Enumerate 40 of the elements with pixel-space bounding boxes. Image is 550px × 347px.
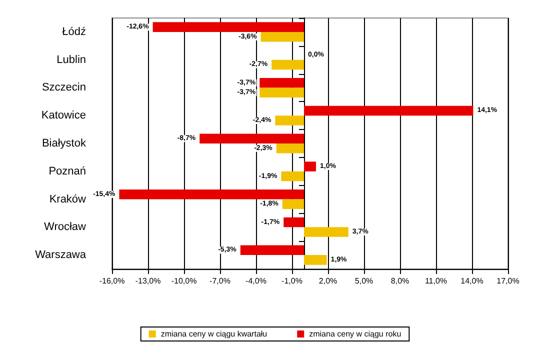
x-tick-label: -10,0% xyxy=(171,276,197,286)
x-tick-label: 2,0% xyxy=(318,276,338,286)
y-tick-label: Białystok xyxy=(42,138,86,150)
bar xyxy=(275,116,304,126)
bar xyxy=(282,199,304,210)
bar xyxy=(304,162,316,172)
x-tick-label: 11,0% xyxy=(424,276,448,286)
x-tick-label: -7,0% xyxy=(210,276,230,286)
bar xyxy=(304,227,348,237)
bar xyxy=(260,32,304,42)
x-tick-label: -4,0% xyxy=(246,276,266,286)
y-tick-label: Wrocław xyxy=(44,221,86,234)
x-tick-label: 17,0% xyxy=(496,276,520,286)
x-tick-label: 14,0% xyxy=(460,276,484,286)
bar xyxy=(200,134,304,144)
x-tick-label: -1,0% xyxy=(282,276,302,286)
bar xyxy=(240,245,304,256)
bar xyxy=(260,88,304,98)
x-tick-label: 5,0% xyxy=(354,276,374,286)
bar xyxy=(304,255,327,265)
y-tick-label: Szczecin xyxy=(42,82,86,94)
legend-label: zmiana ceny w ciągu roku xyxy=(309,330,402,338)
x-tick-label: -13,0% xyxy=(135,276,161,286)
bar xyxy=(152,22,304,32)
bar xyxy=(284,217,304,228)
bar xyxy=(260,78,304,88)
bar xyxy=(304,106,474,116)
bar xyxy=(281,171,304,182)
y-tick-label: Warszawa xyxy=(35,249,87,262)
bar xyxy=(119,190,304,200)
legend-label: zmiana ceny w ciągu kwartału xyxy=(160,330,268,338)
y-tick-label: Katowice xyxy=(41,110,86,122)
bar xyxy=(272,60,304,70)
x-tick-label: 8,0% xyxy=(390,276,410,286)
x-tick-label: -16,0% xyxy=(99,276,125,286)
y-tick-label: Łódź xyxy=(62,26,86,38)
y-tick-label: Kraków xyxy=(49,193,86,206)
y-tick-label: Lublin xyxy=(56,54,86,66)
y-tick-label: Poznań xyxy=(48,165,86,178)
bar xyxy=(276,144,304,154)
